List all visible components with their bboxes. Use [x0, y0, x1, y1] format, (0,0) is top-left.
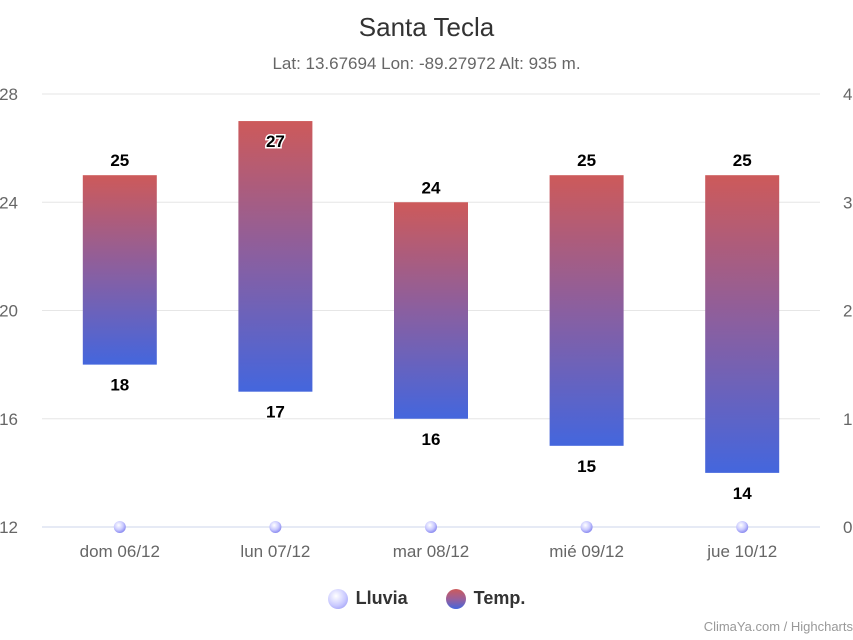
chart-legend: Lluvia Temp.: [0, 588, 853, 609]
rain-point: [113, 521, 126, 533]
chart-title: Santa Tecla: [358, 12, 495, 42]
y-axis-left-tick-label: 28: [0, 85, 18, 104]
temp-legend-marker: [445, 588, 466, 609]
legend-item-temp[interactable]: Temp.: [445, 588, 526, 609]
temp-range-bar: [82, 175, 157, 365]
temp-high-label: 24: [422, 178, 441, 197]
lluvia-legend-marker: [327, 588, 348, 609]
temp-range-bar: [549, 175, 624, 446]
x-axis-tick-label: mar 08/12: [393, 542, 470, 561]
temp-low-label: 14: [733, 484, 752, 503]
temp-low-label: 17: [266, 403, 285, 422]
chart-credits[interactable]: ClimaYa.com / Highcharts: [703, 619, 853, 634]
y-axis-right-tick-label: 3: [843, 193, 852, 212]
temp-low-label: 15: [577, 457, 596, 476]
temp-range-bar: [705, 175, 780, 473]
y-axis-left-tick-label: 12: [0, 518, 18, 537]
temp-low-label: 18: [110, 376, 129, 395]
y-axis-left-tick-label: 20: [0, 302, 18, 321]
y-axis-left-tick-label: 16: [0, 410, 18, 429]
legend-item-lluvia[interactable]: Lluvia: [327, 588, 408, 609]
temp-high-label: 25: [577, 151, 596, 170]
temp-low-label: 16: [422, 430, 441, 449]
x-axis-tick-label: mié 09/12: [549, 542, 624, 561]
y-axis-right-tick-label: 1: [843, 410, 852, 429]
legend-label-temp: Temp.: [473, 588, 526, 608]
y-axis-right-tick-label: 2: [843, 302, 852, 321]
rain-point: [736, 521, 749, 533]
temp-high-label: 25: [110, 151, 129, 170]
temp-high-label: 27: [266, 132, 285, 151]
legend-label-lluvia: Lluvia: [355, 588, 408, 608]
y-axis-right-tick-label: 0: [843, 518, 852, 537]
rain-point: [580, 521, 593, 533]
rain-point: [425, 521, 437, 533]
x-axis-tick-label: jue 10/12: [706, 542, 777, 561]
temp-high-label: 25: [733, 151, 752, 170]
rain-point: [269, 521, 282, 533]
x-axis-tick-label: dom 06/12: [80, 542, 160, 561]
x-axis-tick-label: lun 07/12: [240, 542, 310, 561]
temp-range-bar: [238, 121, 313, 392]
y-axis-left-tick-label: 24: [0, 193, 18, 212]
y-axis-right-tick-label: 4: [843, 85, 852, 104]
chart-subtitle: Lat: 13.67694 Lon: -89.27972 Alt: 935 m.: [272, 54, 581, 73]
temp-range-bar: [394, 202, 468, 419]
